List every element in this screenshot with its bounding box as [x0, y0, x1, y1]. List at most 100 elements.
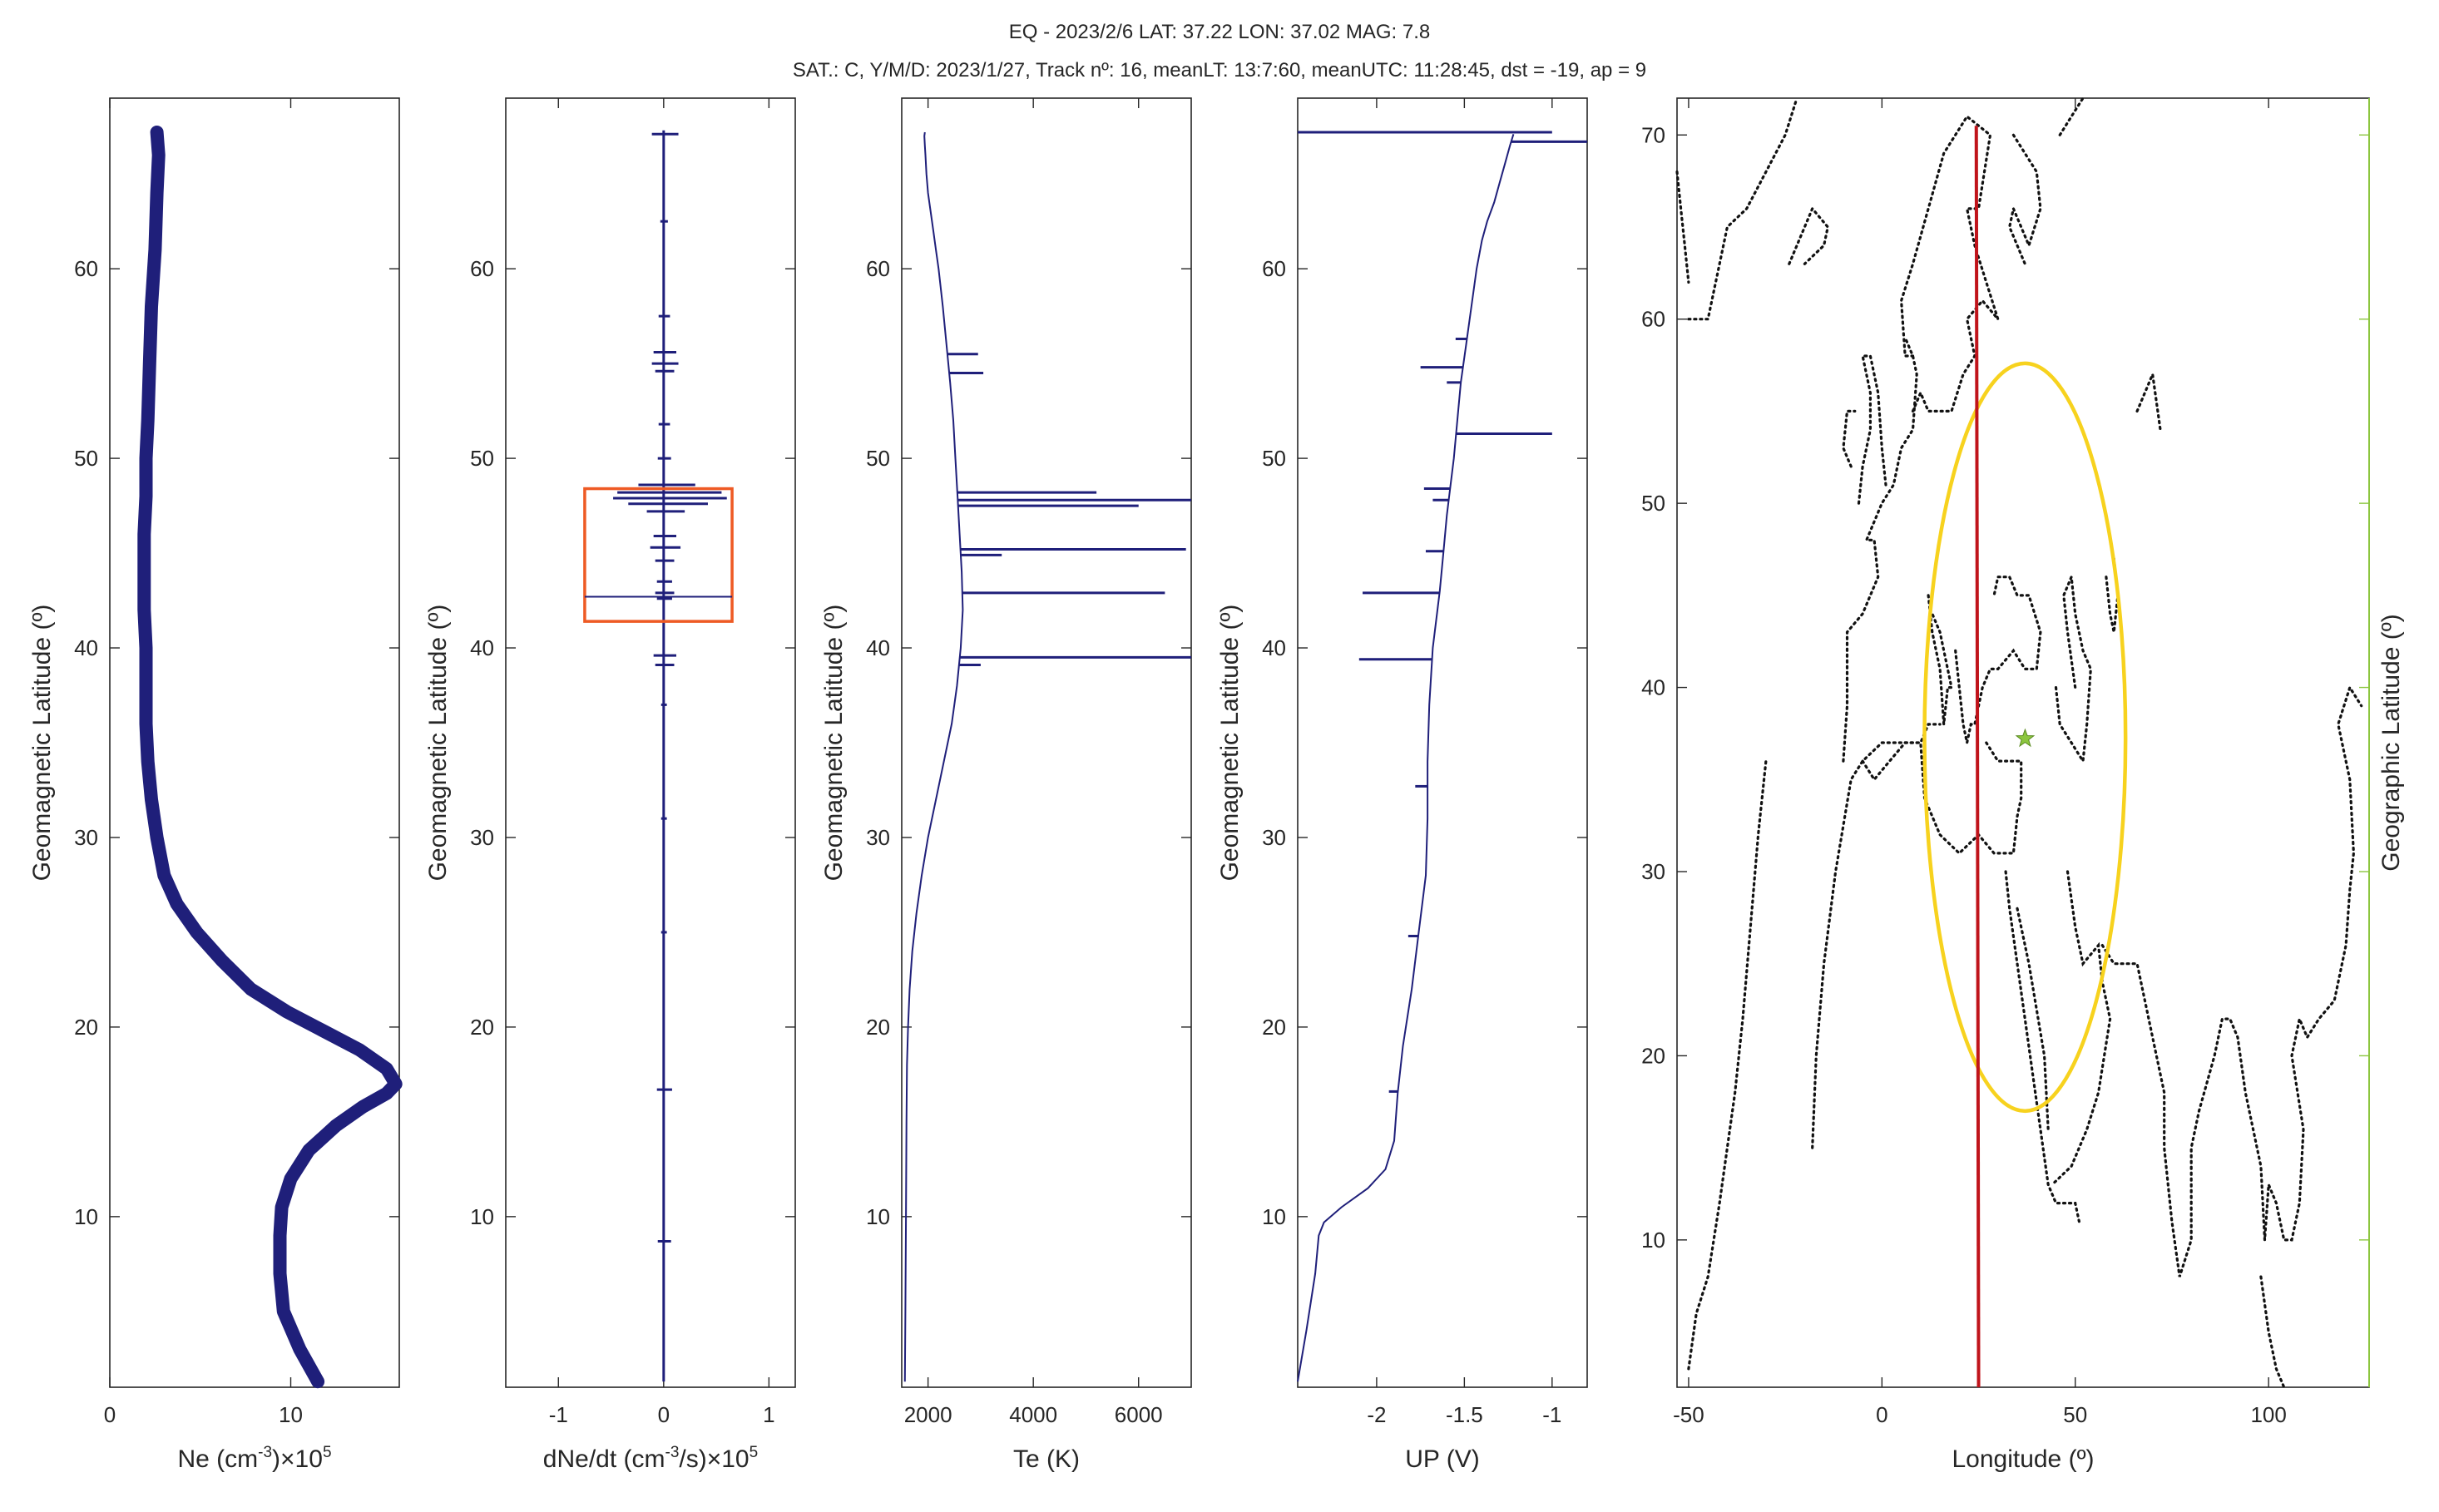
dne-panel: -1 0 1 10 20 30 40 50 60 Geomagnetic Latitude (º)… — [424, 97, 796, 1473]
ne-xlabel-part: 5 — [323, 1444, 332, 1461]
map-coastline — [1687, 96, 1798, 321]
ne-ytick-label: 30 — [74, 825, 98, 850]
dne-xtick-label: 0 — [658, 1402, 670, 1427]
ne-series-line — [137, 126, 403, 1389]
map-coastline — [1842, 409, 1857, 468]
te-xtick-label: 6000 — [1115, 1402, 1163, 1427]
ne-ytick-label: 60 — [74, 256, 98, 281]
map-coastline — [1811, 723, 1942, 1149]
map-ytick-label: 70 — [1641, 122, 1665, 147]
dne-ytick-label: 10 — [470, 1204, 494, 1229]
ne-xlabel-part: -3 — [258, 1444, 272, 1461]
dne-xtick-label: -1 — [549, 1402, 568, 1427]
map-coastline — [2051, 870, 2112, 1187]
map-xtick-label: 0 — [1876, 1402, 1887, 1427]
te-xlabel-part: Te (K) — [1013, 1445, 1080, 1473]
map-xtick-label: -50 — [1673, 1402, 1704, 1427]
te-ylabel: Geomagnetic Latitude (º) — [820, 605, 848, 882]
te-axes-frame — [901, 97, 1192, 1388]
dne-ytick-label: 50 — [470, 446, 494, 471]
ne-xlabel-part: Ne (cm — [177, 1445, 258, 1473]
map-coastline — [2004, 870, 2080, 1223]
map-coastline — [1954, 576, 2042, 744]
up-axes-frame — [1297, 97, 1588, 1388]
up-ytick-label: 40 — [1262, 635, 1286, 660]
map-coastline — [1899, 114, 2000, 413]
ne-ytick-label: 50 — [74, 446, 98, 471]
up-panel: -2 -1.5 -1 10 20 30 40 50 60 Geomagnetic Latitude… — [1216, 97, 1588, 1473]
map-coastline — [2058, 96, 2085, 136]
te-ytick-label: 10 — [866, 1204, 890, 1229]
map-coastlines — [1675, 96, 2363, 1389]
map-xlabel: Longitude (º) — [1952, 1445, 2094, 1473]
te-xtick-label: 2000 — [904, 1402, 952, 1427]
map-ylabel-right: Geographic Latitude (º) — [2377, 614, 2405, 871]
dne-xlabel-part: /s)×10 — [679, 1445, 749, 1473]
te-xlabel: Te (K) — [1013, 1445, 1080, 1473]
map-coastline — [2054, 576, 2092, 765]
up-ytick-label: 60 — [1262, 256, 1286, 281]
map-search-ellipse — [1922, 361, 2128, 1114]
up-series-line — [1297, 134, 1515, 1382]
up-ytick-label: 50 — [1262, 446, 1286, 471]
dne-ytick-label: 40 — [470, 635, 494, 660]
map-xtick-label: 100 — [2250, 1402, 2286, 1427]
dne-xlabel-part: 5 — [750, 1444, 759, 1461]
ne-axes-frame — [109, 97, 400, 1388]
figure-subtitle: SAT.: C, Y/M/D: 2023/1/27, Track nº: 16,… — [793, 59, 1646, 82]
ne-ytick-label: 40 — [74, 635, 98, 660]
map-coastline — [2008, 133, 2042, 265]
up-ytick-label: 30 — [1262, 825, 1286, 850]
map-coastline — [1687, 759, 1768, 1371]
ne-panel: 0 10 10 20 30 40 50 60 Geomagnetic Latitude (º) N… — [28, 97, 403, 1473]
dne-ytick-label: 20 — [470, 1015, 494, 1040]
map-panel: -50 0 50 100 10 20 30 40 50 60 70 Longitude (º) Geog… — [1641, 96, 2405, 1473]
map-ytick-label: 60 — [1641, 307, 1665, 332]
map-coastline — [2100, 684, 2363, 1277]
map-coastline — [1861, 741, 1918, 783]
map-coastline — [1842, 336, 1918, 763]
up-ytick-label: 10 — [1262, 1204, 1286, 1229]
dne-ytick-label: 60 — [470, 256, 494, 281]
up-xlabel-part: UP (V) — [1405, 1445, 1479, 1473]
ne-xlabel-part: )×10 — [272, 1445, 323, 1473]
te-ytick-label: 40 — [866, 635, 890, 660]
map-coastline — [1927, 594, 1953, 725]
te-xtick-label: 4000 — [1009, 1402, 1057, 1427]
ne-xlabel: Ne (cm-3)×105 — [177, 1444, 331, 1473]
map-ytick-label: 30 — [1641, 859, 1665, 884]
dne-xlabel: dNe/dt (cm-3/s)×105 — [543, 1444, 758, 1473]
map-epicenter-star — [2015, 728, 2036, 748]
up-xtick-label: -1 — [1542, 1402, 1561, 1427]
map-coastline — [1788, 205, 1830, 265]
dne-ytick-label: 30 — [470, 825, 494, 850]
figure-title: EQ - 2023/2/6 LAT: 37.22 LON: 37.02 MAG:… — [1009, 21, 1431, 43]
up-ylabel: Geomagnetic Latitude (º) — [1216, 605, 1244, 882]
dne-xlabel-part: -3 — [665, 1444, 680, 1461]
map-coastline — [2016, 907, 2050, 1131]
te-ytick-label: 60 — [866, 256, 890, 281]
up-ytick-label: 20 — [1262, 1015, 1286, 1040]
map-coastline — [1857, 354, 1887, 505]
dne-xlabel-part: dNe/dt (cm — [543, 1445, 665, 1473]
map-coastline — [1919, 741, 2023, 856]
map-coastline — [2259, 1275, 2286, 1389]
dne-xtick-label: 1 — [763, 1402, 774, 1427]
map-ytick-label: 10 — [1641, 1228, 1665, 1253]
up-xtick-label: -1.5 — [1446, 1402, 1483, 1427]
map-xtick-label: 50 — [2063, 1402, 2087, 1427]
te-series-line — [903, 131, 964, 1382]
ne-ylabel: Geomagnetic Latitude (º) — [28, 605, 56, 882]
dne-axes-frame — [505, 97, 796, 1388]
up-xtick-label: -2 — [1367, 1402, 1386, 1427]
ne-xtick-label: 10 — [279, 1402, 303, 1427]
ne-ytick-label: 20 — [74, 1015, 98, 1040]
dne-ylabel: Geomagnetic Latitude (º) — [424, 605, 452, 882]
up-xlabel: UP (V) — [1405, 1445, 1479, 1473]
te-ytick-label: 30 — [866, 825, 890, 850]
te-ytick-label: 20 — [866, 1015, 890, 1040]
map-ytick-label: 20 — [1641, 1043, 1665, 1068]
map-ytick-label: 40 — [1641, 675, 1665, 700]
